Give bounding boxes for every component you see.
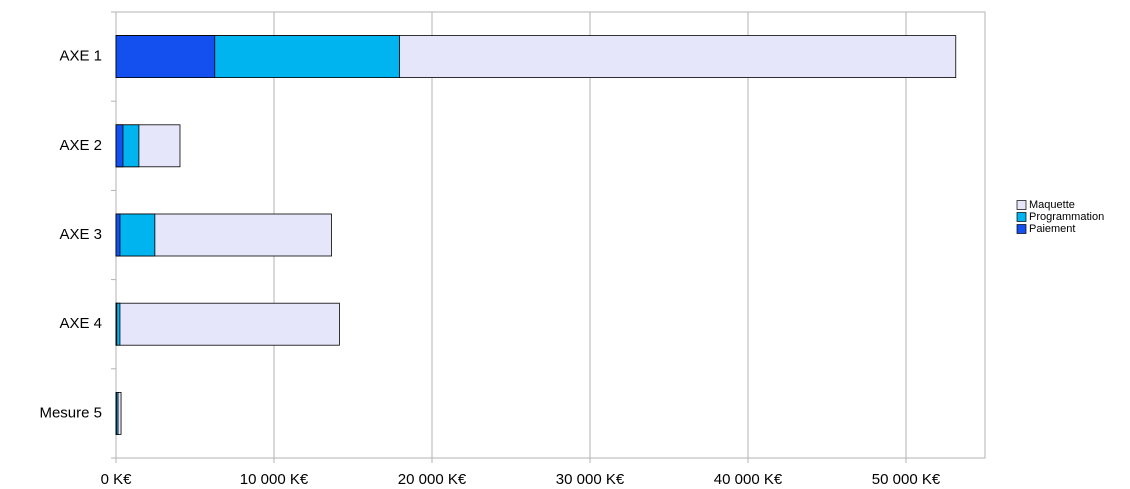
legend-swatch [1016, 212, 1027, 222]
y-tick-label: AXE 3 [59, 226, 102, 243]
legend-swatch [1016, 224, 1027, 234]
y-tick-label: AXE 4 [59, 315, 102, 332]
x-tick-label: 10 000 K€ [240, 471, 309, 488]
y-tick-label: AXE 2 [59, 137, 102, 154]
bar [115, 35, 216, 78]
y-tick-label: Mesure 5 [39, 404, 102, 421]
bar [115, 213, 121, 257]
legend-label: Maquette [1029, 199, 1075, 211]
legend-label: Paiement [1029, 223, 1075, 235]
bar [115, 213, 156, 257]
x-tick-label: 20 000 K€ [398, 471, 467, 488]
legend-label: Programmation [1029, 211, 1104, 223]
x-tick-label: 0 K€ [101, 471, 133, 488]
bar [115, 302, 340, 346]
x-tick-label: 50 000 K€ [872, 471, 941, 488]
x-tick-label: 30 000 K€ [556, 471, 625, 488]
y-tick-label: AXE 1 [59, 48, 102, 65]
legend-swatch [1016, 200, 1027, 210]
x-tick-label: 40 000 K€ [714, 471, 783, 488]
bar [115, 302, 118, 346]
bar [115, 124, 124, 168]
